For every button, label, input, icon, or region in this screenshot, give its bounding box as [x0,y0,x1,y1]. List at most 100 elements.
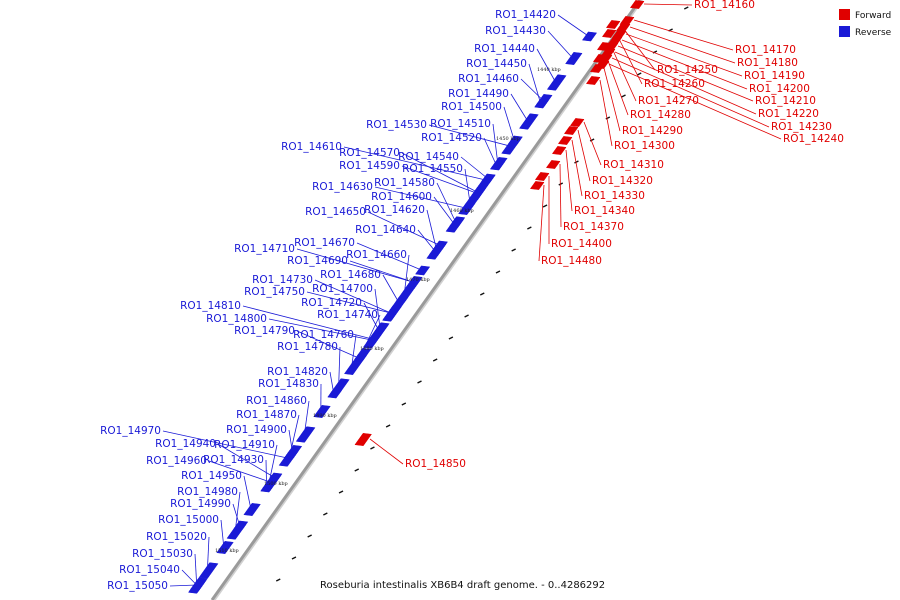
gene-label-RO1_14660[interactable]: RO1_14660 [346,249,407,261]
gene-label-RO1_14450[interactable]: RO1_14450 [466,58,527,70]
gene-RO1_14850[interactable] [354,433,372,446]
gene-label-RO1_14900[interactable]: RO1_14900 [226,424,287,436]
gene-label-RO1_14600[interactable]: RO1_14600 [371,191,432,203]
gene-label-RO1_14650[interactable]: RO1_14650 [305,206,366,218]
gene-label-RO1_14300[interactable]: RO1_14300 [614,140,675,152]
gene-label-RO1_14270[interactable]: RO1_14270 [638,95,699,107]
gene-RO1_14630[interactable] [458,202,476,215]
gene-label-RO1_14980[interactable]: RO1_14980 [177,486,238,498]
gene-RO1_14440[interactable] [546,74,567,91]
gene-RO1_14760[interactable] [343,362,362,375]
gene-label-RO1_14180[interactable]: RO1_14180 [737,57,798,69]
gene-RO1_14480[interactable] [529,181,545,190]
gene-label-RO1_14440[interactable]: RO1_14440 [474,43,535,55]
gene-RO1_14930[interactable] [260,482,276,493]
gene-label-RO1_14950[interactable]: RO1_14950 [181,470,242,482]
gene-RO1_14540[interactable] [480,173,496,184]
gene-label-RO1_14730[interactable]: RO1_14730 [252,274,313,286]
gene-RO1_14670[interactable] [415,265,431,276]
gene-RO1_14600[interactable] [445,216,466,233]
gene-label-RO1_14850[interactable]: RO1_14850 [405,458,466,470]
gene-label-RO1_14320[interactable]: RO1_14320 [592,175,653,187]
gene-label-RO1_15050[interactable]: RO1_15050 [107,580,168,592]
gene-label-RO1_14400[interactable]: RO1_14400 [551,238,612,250]
gene-RO1_14270[interactable] [596,42,612,51]
gene-label-RO1_14250[interactable]: RO1_14250 [657,64,718,76]
gene-RO1_14280[interactable] [592,54,608,63]
gene-label-RO1_14990[interactable]: RO1_14990 [170,498,231,510]
gene-label-RO1_14910[interactable]: RO1_14910 [214,439,275,451]
gene-label-RO1_14640[interactable]: RO1_14640 [355,224,416,236]
gene-RO1_14800[interactable] [362,332,383,349]
gene-label-RO1_15000[interactable]: RO1_15000 [158,514,219,526]
gene-label-RO1_14530[interactable]: RO1_14530 [366,119,427,131]
gene-RO1_14430[interactable] [565,52,583,65]
gene-RO1_14260[interactable] [601,29,617,38]
gene-label-RO1_14860[interactable]: RO1_14860 [246,395,307,407]
gene-labels[interactable]: RO1_14420 RO1_14430 RO1_14440 RO1_14450 RO1_… [100,0,844,592]
gene-label-RO1_14170[interactable]: RO1_14170 [735,44,796,56]
gene-RO1_15000[interactable] [216,541,234,554]
gene-RO1_14520[interactable] [489,160,506,171]
gene-RO1_14990[interactable] [233,520,249,531]
gene-RO1_14330[interactable] [557,136,573,145]
gene-label-RO1_14870[interactable]: RO1_14870 [236,409,297,421]
gene-label-RO1_14500[interactable]: RO1_14500 [441,101,502,113]
gene-RO1_14490[interactable] [519,113,539,130]
gene-label-RO1_14750[interactable]: RO1_14750 [244,286,305,298]
gene-RO1_14640[interactable] [426,243,447,260]
gene-label-RO1_14830[interactable]: RO1_14830 [258,378,319,390]
gene-RO1_14320[interactable] [563,126,579,135]
gene-label-RO1_14420[interactable]: RO1_14420 [495,9,556,21]
gene-label-RO1_15030[interactable]: RO1_15030 [132,548,193,560]
gene-label-RO1_14610[interactable]: RO1_14610 [281,141,342,153]
gene-label-RO1_14960[interactable]: RO1_14960 [146,455,207,467]
gene-label-RO1_14690[interactable]: RO1_14690 [287,255,348,267]
gene-label-RO1_14260[interactable]: RO1_14260 [644,78,705,90]
gene-label-RO1_14550[interactable]: RO1_14550 [402,163,463,175]
gene-label-RO1_14330[interactable]: RO1_14330 [584,190,645,202]
gene-RO1_14950[interactable] [243,503,261,516]
gene-RO1_14300[interactable] [585,76,601,85]
gene-glyphs[interactable] [188,0,645,594]
gene-label-RO1_14240[interactable]: RO1_14240 [783,133,844,145]
gene-label-RO1_14710[interactable]: RO1_14710 [234,243,295,255]
gene-label-RO1_14220[interactable]: RO1_14220 [758,108,819,120]
gene-label-RO1_14570[interactable]: RO1_14570 [339,147,400,159]
gene-RO1_14750[interactable] [383,307,401,320]
gene-label-RO1_14340[interactable]: RO1_14340 [574,205,635,217]
gene-label-RO1_14630[interactable]: RO1_14630 [312,181,373,193]
gene-RO1_14460[interactable] [535,94,553,107]
gene-label-RO1_14700[interactable]: RO1_14700 [312,283,373,295]
gene-label-RO1_14790[interactable]: RO1_14790 [234,325,295,337]
gene-label-RO1_14820[interactable]: RO1_14820 [267,366,328,378]
gene-RO1_14290[interactable] [589,64,605,73]
gene-label-RO1_14940[interactable]: RO1_14940 [155,438,216,450]
gene-label-RO1_15040[interactable]: RO1_15040 [119,564,180,576]
gene-RO1_15050[interactable] [188,577,208,594]
gene-label-RO1_14200[interactable]: RO1_14200 [749,83,810,95]
gene-label-RO1_14460[interactable]: RO1_14460 [458,73,519,85]
gene-RO1_14400[interactable] [534,172,550,181]
gene-label-RO1_14740[interactable]: RO1_14740 [317,309,378,321]
gene-RO1_14160[interactable] [629,0,645,9]
gene-label-RO1_14780[interactable]: RO1_14780 [277,341,338,353]
gene-label-RO1_14160[interactable]: RO1_14160 [694,0,755,11]
gene-RO1_14970[interactable] [278,450,299,467]
gene-label-RO1_14670[interactable]: RO1_14670 [294,237,355,249]
gene-label-RO1_14190[interactable]: RO1_14190 [744,70,805,82]
gene-label-RO1_14970[interactable]: RO1_14970 [100,425,161,437]
gene-label-RO1_14580[interactable]: RO1_14580 [374,177,435,189]
gene-RO1_14420[interactable] [581,31,598,42]
gene-RO1_14530[interactable] [501,138,521,155]
gene-RO1_14690[interactable] [406,277,422,288]
gene-label-RO1_14800[interactable]: RO1_14800 [206,313,267,325]
gene-label-RO1_14810[interactable]: RO1_14810 [180,300,241,312]
gene-RO1_14310[interactable] [569,118,585,127]
gene-label-RO1_14930[interactable]: RO1_14930 [203,454,264,466]
gene-label-RO1_15020[interactable]: RO1_15020 [146,531,207,543]
gene-label-RO1_14290[interactable]: RO1_14290 [622,125,683,137]
gene-label-RO1_14520[interactable]: RO1_14520 [421,132,482,144]
gene-RO1_14250[interactable] [605,20,621,29]
